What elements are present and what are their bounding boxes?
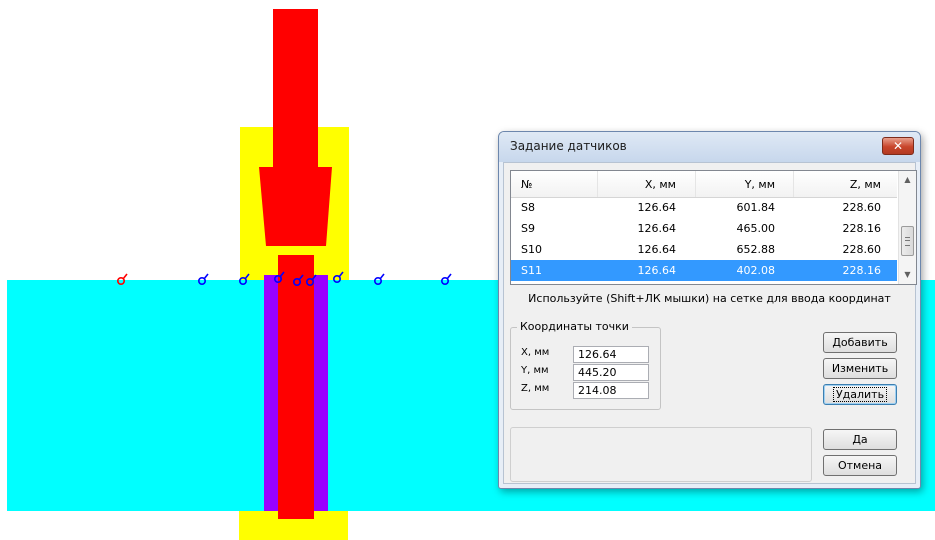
z-label: Z, мм: [521, 383, 550, 394]
rod-lower: [278, 255, 314, 519]
table-row[interactable]: S11 126.64 402.08 228.16: [511, 260, 897, 281]
sensors-dialog: Задание датчиков ✕ № X, мм Y, мм Z, мм S…: [498, 131, 921, 489]
table-cell: 126.64: [637, 243, 677, 256]
table-cell: 228.60: [842, 243, 882, 256]
y-label: Y, мм: [521, 365, 549, 376]
edit-button[interactable]: Изменить: [823, 358, 897, 379]
table-row[interactable]: S10 126.64 652.88 228.60: [511, 239, 897, 260]
add-button[interactable]: Добавить: [823, 332, 897, 353]
table-scrollbar[interactable]: ▲ ▼: [898, 171, 916, 284]
sensor-marker-icon[interactable]: [440, 273, 452, 285]
scroll-thumb[interactable]: [901, 226, 914, 256]
column-separator: [793, 171, 794, 197]
z-input[interactable]: 214.08: [573, 382, 649, 399]
table-cell: S11: [521, 264, 542, 277]
table-cell: 601.84: [736, 201, 776, 214]
table-cell: 126.64: [637, 201, 677, 214]
sensor-table[interactable]: № X, мм Y, мм Z, мм S8 126.64 601.84 228.60…: [510, 170, 917, 285]
hint-text: Используйте (Shift+ЛК мышки) на сетке дл…: [528, 292, 891, 305]
dialog-titlebar[interactable]: Задание датчиков ✕: [499, 132, 920, 162]
table-cell: 465.00: [736, 222, 776, 235]
table-header: № X, мм Y, мм Z, мм: [511, 171, 897, 198]
y-input[interactable]: 445.20: [573, 364, 649, 381]
scroll-down-arrow-icon[interactable]: ▼: [904, 270, 911, 279]
cancel-button[interactable]: Отмена: [823, 455, 897, 476]
ok-button[interactable]: Да: [823, 429, 897, 450]
sensor-marker-icon[interactable]: [273, 271, 285, 283]
table-cell: 126.64: [637, 264, 677, 277]
delete-button[interactable]: Удалить: [823, 384, 897, 405]
column-header-y[interactable]: Y, мм: [744, 178, 775, 191]
sensor-marker-icon[interactable]: [239, 273, 250, 285]
table-cell: S9: [521, 222, 535, 235]
table-cell: 228.60: [842, 201, 882, 214]
table-cell: 228.16: [842, 222, 882, 235]
table-row[interactable]: S9 126.64 465.00 228.16: [511, 218, 897, 239]
grip-icon: [905, 237, 910, 246]
column-header-x[interactable]: X, мм: [644, 178, 676, 191]
rod-top: [273, 9, 318, 167]
sensor-marker-icon[interactable]: [292, 274, 304, 286]
table-cell: 126.64: [637, 222, 677, 235]
close-button[interactable]: ✕: [882, 137, 914, 155]
dialog-client: № X, мм Y, мм Z, мм S8 126.64 601.84 228.60…: [503, 162, 917, 484]
table-rows: S8 126.64 601.84 228.60 S9 126.64 465.00 228.16…: [511, 197, 897, 281]
rod-neck: [269, 246, 324, 250]
rod-funnel: [259, 167, 332, 246]
coordinates-group: Координаты точки X, мм 126.64 Y, мм 445.…: [510, 320, 661, 410]
ok-button-label: Да: [852, 433, 868, 446]
table-cell: 402.08: [736, 264, 776, 277]
sensor-marker-icon[interactable]: [305, 274, 317, 286]
table-cell: 652.88: [736, 243, 776, 256]
scroll-up-arrow-icon[interactable]: ▲: [904, 175, 911, 184]
table-cell: S8: [521, 201, 535, 214]
x-input[interactable]: 126.64: [573, 346, 649, 363]
edit-button-label: Изменить: [831, 362, 889, 375]
sensor-marker-icon[interactable]: [332, 271, 344, 283]
status-panel: [510, 427, 812, 482]
table-cell: S10: [521, 243, 542, 256]
delete-button-label: Удалить: [832, 387, 888, 402]
column-separator: [597, 171, 598, 197]
column-separator: [695, 171, 696, 197]
column-header-number[interactable]: №: [521, 178, 533, 191]
table-row[interactable]: S8 126.64 601.84 228.60: [511, 197, 897, 218]
sensor-marker-icon[interactable]: [373, 273, 385, 285]
column-header-z[interactable]: Z, мм: [849, 178, 881, 191]
close-icon: ✕: [892, 139, 904, 153]
x-label: X, мм: [521, 347, 550, 358]
dialog-title: Задание датчиков: [510, 139, 627, 153]
sensor-marker-icon[interactable]: [117, 273, 128, 285]
table-cell: 228.16: [842, 264, 882, 277]
cancel-button-label: Отмена: [837, 459, 883, 472]
coordinates-legend: Координаты точки: [517, 320, 632, 333]
add-button-label: Добавить: [832, 336, 888, 349]
sensor-marker-icon[interactable]: [198, 273, 209, 285]
